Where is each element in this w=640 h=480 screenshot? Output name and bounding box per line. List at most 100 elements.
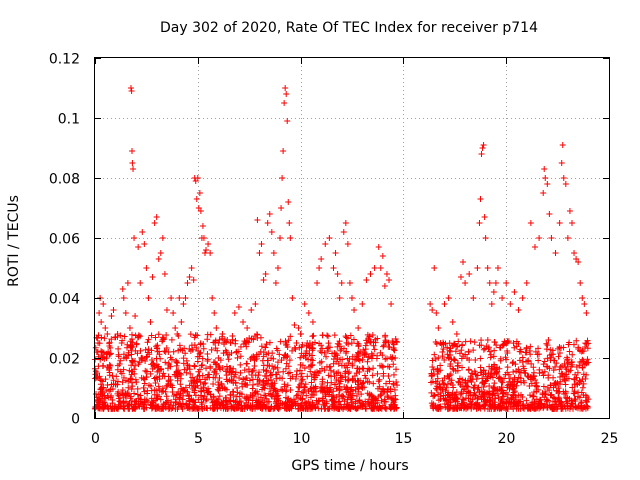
data-point-dense <box>380 342 387 349</box>
data-point-dense <box>555 394 562 401</box>
data-point-dense <box>490 384 497 391</box>
data-point-dense <box>286 405 293 412</box>
data-point-dense <box>383 380 390 387</box>
data-point-dense <box>151 375 158 382</box>
data-point-dense <box>363 405 370 412</box>
data-point <box>235 304 242 310</box>
data-point-dense <box>548 391 555 398</box>
data-point-dense <box>276 404 283 411</box>
data-point-dense <box>110 377 117 384</box>
data-point-dense <box>548 405 555 412</box>
data-point-dense <box>269 363 276 370</box>
data-point-dense <box>446 355 453 362</box>
data-point-dense <box>519 403 526 410</box>
data-point-dense <box>143 354 150 361</box>
data-point-dense <box>430 405 437 412</box>
data-point-dense <box>346 369 353 376</box>
data-point-dense <box>168 336 175 343</box>
data-point-dense <box>487 354 494 361</box>
data-point-dense <box>282 388 289 395</box>
data-point-dense <box>269 391 276 398</box>
data-point <box>579 295 586 301</box>
data-point-dense <box>491 380 498 387</box>
data-point <box>281 100 288 106</box>
data-point-dense <box>120 374 127 381</box>
data-point-dense <box>390 345 397 352</box>
data-point-dense <box>135 332 142 339</box>
data-point <box>194 175 201 181</box>
data-point-dense <box>523 397 530 404</box>
data-point-dense <box>164 382 171 389</box>
data-point-dense <box>458 388 465 395</box>
data-point-dense <box>494 386 501 393</box>
data-point-dense <box>222 368 229 375</box>
data-point-dense <box>441 400 448 407</box>
data-point-dense <box>569 359 576 366</box>
data-point <box>546 211 553 217</box>
data-point-dense <box>547 346 554 353</box>
data-point-dense <box>247 394 254 401</box>
data-point-dense <box>216 336 223 343</box>
data-point <box>176 295 183 301</box>
data-point-dense <box>237 353 244 360</box>
data-point-dense <box>457 381 464 388</box>
data-point-dense <box>204 350 211 357</box>
data-point-dense <box>249 385 256 392</box>
data-point-dense <box>323 363 330 370</box>
x-tick-label: 25 <box>601 431 619 447</box>
data-point-dense <box>169 384 176 391</box>
data-point <box>349 295 355 301</box>
data-point-dense <box>374 370 381 377</box>
data-point-dense <box>558 344 565 351</box>
data-point-dense <box>558 402 565 409</box>
data-point <box>494 265 501 271</box>
data-point <box>437 340 444 346</box>
data-point <box>371 265 378 271</box>
data-point-dense <box>239 383 246 390</box>
data-point-dense <box>205 371 212 378</box>
data-point <box>282 85 289 91</box>
data-point-dense <box>112 381 119 388</box>
data-point-dense <box>572 404 579 411</box>
data-point-dense <box>157 396 164 403</box>
data-point-dense <box>292 346 299 353</box>
data-point-dense <box>444 381 451 388</box>
data-point-dense <box>333 393 340 400</box>
data-point-dense <box>125 405 132 412</box>
data-point-dense <box>95 403 102 410</box>
data-point <box>478 151 485 157</box>
data-point-dense <box>311 385 318 392</box>
data-point-dense <box>582 344 589 351</box>
data-point-dense <box>311 339 318 346</box>
data-point-dense <box>577 358 584 365</box>
data-point-dense <box>449 365 456 372</box>
data-point <box>330 265 337 271</box>
data-point-dense <box>202 379 209 386</box>
data-point-dense <box>568 397 575 404</box>
data-point-dense <box>439 348 446 355</box>
data-point-dense <box>181 366 188 373</box>
data-point-dense <box>334 340 341 347</box>
data-point-dense <box>448 377 455 384</box>
data-point-dense <box>504 347 511 354</box>
data-point-dense <box>174 377 181 384</box>
data-point-dense <box>233 348 240 355</box>
data-point-dense <box>465 366 472 373</box>
data-point-dense <box>536 370 543 377</box>
data-point-dense <box>162 388 169 395</box>
data-point-dense <box>540 405 547 412</box>
data-point <box>122 310 129 316</box>
data-point-dense <box>571 376 578 383</box>
data-point <box>480 142 487 148</box>
data-point-dense <box>491 339 498 346</box>
data-point-dense <box>431 392 438 399</box>
data-point-dense <box>232 371 239 378</box>
data-point-dense <box>227 392 234 399</box>
data-point-dense <box>578 389 585 396</box>
data-point-dense <box>161 373 168 380</box>
data-point <box>94 370 101 376</box>
data-point <box>386 277 393 283</box>
data-point-dense <box>162 404 169 411</box>
data-point-dense <box>133 379 140 386</box>
data-point-dense <box>570 341 577 348</box>
